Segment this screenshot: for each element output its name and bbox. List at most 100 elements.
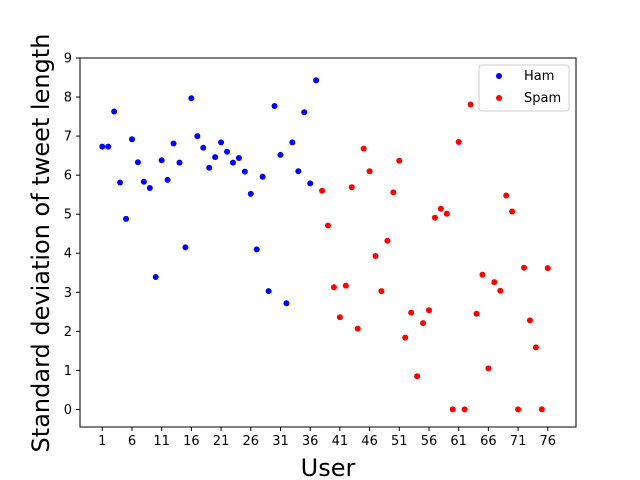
point-ham <box>259 173 266 180</box>
x-axis-label: User <box>301 454 356 480</box>
point-ham <box>218 139 225 146</box>
point-ham <box>111 108 118 115</box>
y-tick-label: 6 <box>64 169 72 184</box>
point-spam <box>396 157 403 164</box>
y-tick-label: 2 <box>64 325 72 340</box>
y-tick-label: 5 <box>64 208 72 223</box>
y-axis-label: Standard deviation of tweet length <box>27 34 55 453</box>
legend-marker-ham <box>496 73 502 79</box>
y-axis: 0 1 2 3 4 5 6 7 8 9 <box>64 52 80 418</box>
point-spam <box>360 145 367 152</box>
point-ham <box>128 136 135 143</box>
point-spam <box>538 406 545 413</box>
point-ham <box>206 164 213 171</box>
point-ham <box>265 288 272 295</box>
x-tick-label: 6 <box>128 434 136 449</box>
y-tick-label: 7 <box>64 130 72 145</box>
point-ham <box>212 154 219 161</box>
x-tick-label: 66 <box>480 434 497 449</box>
point-ham <box>289 139 296 146</box>
plot-area <box>79 57 577 428</box>
point-ham <box>200 144 207 151</box>
x-tick-label: 21 <box>213 434 230 449</box>
point-spam <box>485 365 492 372</box>
x-tick-label: 56 <box>421 434 438 449</box>
point-spam <box>497 287 504 294</box>
data-points <box>99 77 551 413</box>
point-spam <box>366 168 373 175</box>
y-tick-label: 3 <box>64 286 72 301</box>
legend-label-spam: Spam <box>524 91 561 106</box>
point-ham <box>134 159 141 166</box>
point-ham <box>182 244 189 251</box>
point-ham <box>307 180 314 187</box>
point-spam <box>431 214 438 221</box>
legend-label-ham: Ham <box>524 69 554 84</box>
point-spam <box>372 252 379 259</box>
point-spam <box>515 406 522 413</box>
point-ham <box>277 151 284 158</box>
point-ham <box>176 159 183 166</box>
point-ham <box>301 109 308 116</box>
point-ham <box>247 190 254 197</box>
point-spam <box>390 189 397 196</box>
point-spam <box>455 138 462 145</box>
point-ham <box>283 300 290 307</box>
point-ham <box>229 159 236 166</box>
point-ham <box>224 148 231 155</box>
point-ham <box>158 157 165 164</box>
point-ham <box>152 274 159 281</box>
point-ham <box>271 103 278 110</box>
point-spam <box>336 314 343 321</box>
point-ham <box>140 178 147 185</box>
point-spam <box>378 288 385 295</box>
point-spam <box>408 309 415 316</box>
point-ham <box>241 168 248 175</box>
x-tick-label: 46 <box>361 434 378 449</box>
x-tick-label: 16 <box>183 434 200 449</box>
point-spam <box>443 210 450 217</box>
point-ham <box>295 168 302 175</box>
point-spam <box>449 406 456 413</box>
plot-frame <box>79 57 577 428</box>
x-tick-label: 61 <box>450 434 467 449</box>
y-tick-label: 1 <box>64 364 72 379</box>
point-spam <box>330 284 337 291</box>
y-tick-label: 9 <box>64 52 72 67</box>
point-ham <box>170 140 177 147</box>
x-axis: 1 6 11 16 21 26 31 36 41 46 51 56 61 66 71 76 <box>98 427 556 449</box>
point-spam <box>467 101 474 108</box>
point-spam <box>348 184 355 191</box>
point-ham <box>99 143 106 150</box>
y-tick-label: 8 <box>64 91 72 106</box>
point-spam <box>414 373 421 380</box>
x-tick-label: 76 <box>540 434 557 449</box>
x-tick-label: 36 <box>302 434 319 449</box>
legend: Ham Spam <box>478 64 570 112</box>
point-spam <box>319 187 326 194</box>
point-spam <box>526 317 533 324</box>
point-spam <box>532 344 539 351</box>
point-ham <box>194 133 201 140</box>
x-tick-label: 31 <box>272 434 289 449</box>
point-ham <box>235 154 242 161</box>
point-ham <box>146 185 153 192</box>
point-spam <box>342 282 349 289</box>
point-spam <box>509 208 516 215</box>
x-tick-label: 51 <box>391 434 408 449</box>
y-tick-label: 0 <box>64 403 72 418</box>
point-ham <box>123 215 130 222</box>
point-spam <box>473 310 480 317</box>
point-spam <box>491 279 498 286</box>
point-spam <box>354 325 361 332</box>
point-spam <box>425 307 432 314</box>
point-spam <box>437 205 444 212</box>
point-ham <box>188 95 195 102</box>
point-spam <box>544 265 551 272</box>
point-ham <box>253 246 260 253</box>
point-spam <box>503 192 510 199</box>
point-ham <box>313 77 320 84</box>
x-tick-label: 71 <box>510 434 527 449</box>
x-tick-label: 41 <box>332 434 349 449</box>
point-spam <box>384 237 391 244</box>
